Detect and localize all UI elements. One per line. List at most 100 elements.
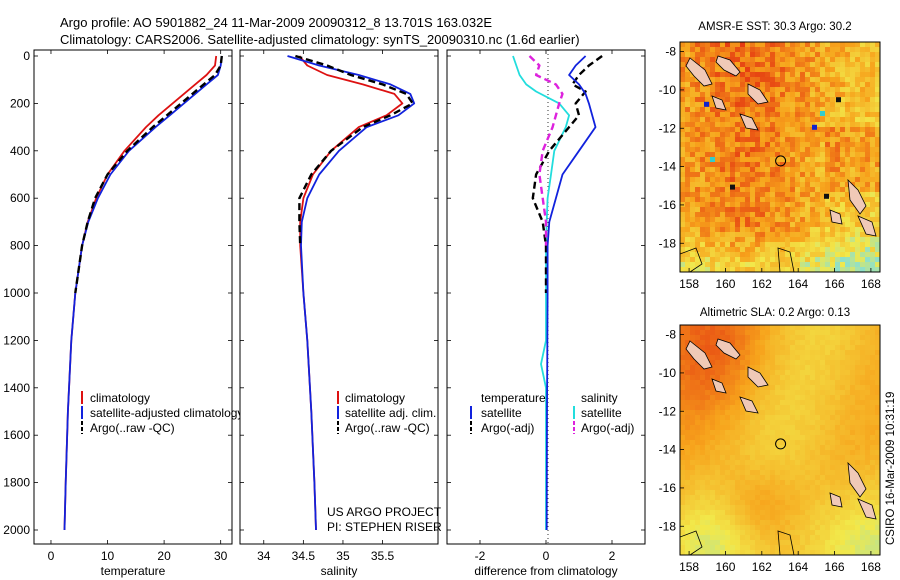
heatmap-cell [730,480,736,486]
heatmap-cell [830,172,836,178]
heatmap-cell [870,207,876,213]
heatmap-cell [790,47,796,53]
heatmap-cell [760,460,766,466]
heatmap-cell [770,470,776,476]
heatmap-cell [815,252,821,258]
heatmap-cell [870,242,876,248]
heatmap-cell [855,340,861,346]
heatmap-cell [820,515,826,521]
y-tick-label: -18 [659,519,677,533]
heatmap-cell [735,325,741,331]
heatmap-cell [715,177,721,183]
heatmap-cell [690,480,696,486]
heatmap-cell [815,132,821,138]
y-tick-label: -16 [659,198,677,212]
heatmap-cell [805,430,811,436]
heatmap-cell [810,242,816,248]
heatmap-cell [870,202,876,208]
heatmap-cell [700,455,706,461]
heatmap-cell [715,202,721,208]
heatmap-cell [855,535,861,541]
heatmap-cell [695,232,701,238]
heatmap-cell [860,157,866,163]
heatmap-cell [835,227,841,233]
heatmap-cell [740,187,746,193]
heatmap-cell [840,212,846,218]
heatmap-cell [775,330,781,336]
heatmap-cell [765,410,771,416]
heatmap-cell [825,530,831,536]
heatmap-cell [845,102,851,108]
heatmap-cell [700,132,706,138]
heatmap-cell [860,237,866,243]
heatmap-cell [855,435,861,441]
heatmap-cell [740,485,746,491]
heatmap-cell [745,157,751,163]
heatmap-cell [680,415,686,421]
heatmap-cell [845,545,851,551]
heatmap-cell [825,152,831,158]
heatmap-cell [840,262,846,268]
reef-outline [680,530,703,555]
heatmap-cell [835,400,841,406]
heatmap-cell [720,475,726,481]
heatmap-cell [785,127,791,133]
heatmap-cell [745,182,751,188]
heatmap-cell [700,257,706,263]
heatmap-cell [855,370,861,376]
heatmap-cell [795,237,801,243]
heatmap-cell [855,62,861,68]
heatmap-cell [845,345,851,351]
heatmap-cell [690,500,696,506]
heatmap-cell [775,232,781,238]
heatmap-cell [800,207,806,213]
heatmap-cell [840,440,846,446]
heatmap-cell [690,475,696,481]
heatmap-cell [835,395,841,401]
heatmap-cell [790,435,796,441]
heatmap-cell [735,530,741,536]
heatmap-cell [700,177,706,183]
heatmap-cell [775,450,781,456]
heatmap-cell [860,375,866,381]
heatmap-cell [875,87,880,93]
heatmap-cell [770,440,776,446]
heatmap-cell [765,137,771,143]
heatmap-cell [700,380,706,386]
heatmap-cell [725,510,731,516]
heatmap-cell [720,530,726,536]
heatmap-cell [765,355,771,361]
heatmap-cell [765,102,771,108]
heatmap-cell [765,360,771,366]
heatmap-cell [870,212,876,218]
heatmap-cell [800,167,806,173]
y-tick-label: -8 [665,328,676,342]
heatmap-cell [730,97,736,103]
heatmap-cell [785,360,791,366]
heatmap-cell [740,455,746,461]
heatmap-cell [785,217,791,223]
heatmap-cell [720,550,726,555]
heatmap-cell [825,510,831,516]
heatmap-cell [775,42,781,48]
heatmap-cell [815,415,821,421]
heatmap-cell [720,132,726,138]
heatmap-cell [835,257,841,263]
heatmap-cell [825,187,831,193]
heatmap-cell [845,257,851,263]
heatmap-cell [855,162,861,168]
heatmap-cell [790,540,796,546]
heatmap-cell [815,385,821,391]
heatmap-cell [720,495,726,501]
heatmap-cell [695,222,701,228]
heatmap-cell [825,375,831,381]
heatmap-cell [830,375,836,381]
heatmap-cell [710,47,716,53]
heatmap-cell [830,77,836,83]
heatmap-cell [835,435,841,441]
heatmap-cell [805,440,811,446]
heatmap-cell [760,267,766,272]
heatmap-cell [830,540,836,546]
heatmap-cell [685,92,691,98]
heatmap-cell [755,192,761,198]
